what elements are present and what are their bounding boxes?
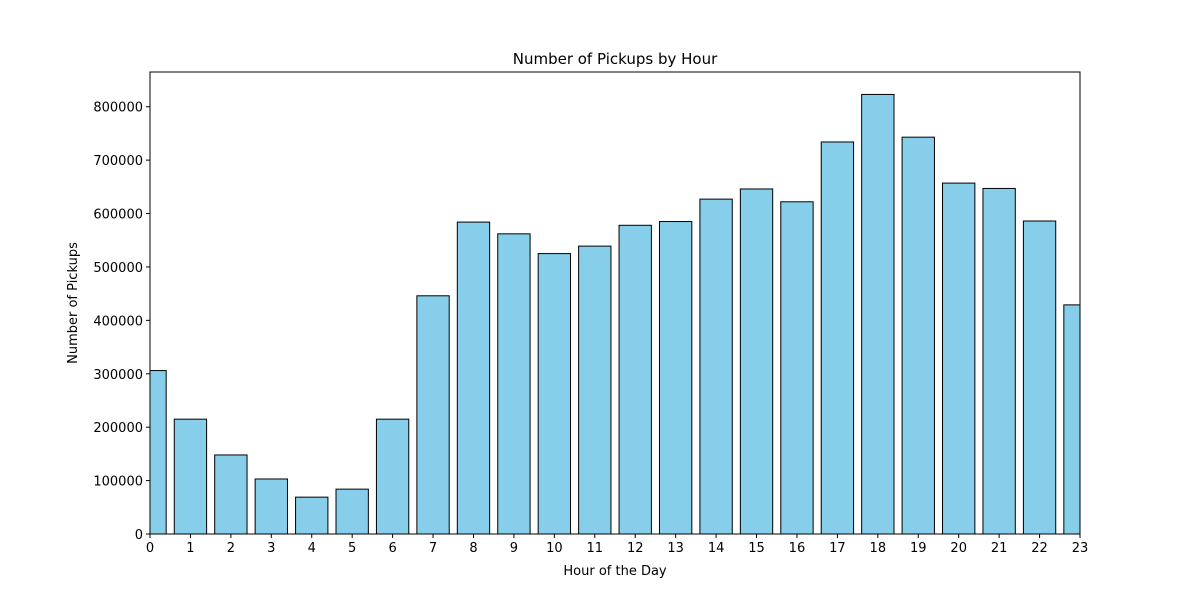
y-tick-label: 500000 [93,261,143,276]
x-tick-label: 9 [510,541,518,556]
x-tick-label: 17 [829,541,846,556]
chart-title: Number of Pickups by Hour [513,50,718,68]
bars-group [149,93,1081,535]
bar-hour-7 [416,295,450,535]
x-tick-label: 7 [429,541,437,556]
bar-hour-22 [1022,220,1057,535]
bar-hour-18 [861,93,895,535]
y-axis-label: Number of Pickups [66,242,81,364]
x-tick-label: 2 [227,541,235,556]
y-tick-label: 600000 [93,208,143,223]
bar-hour-12 [618,224,652,535]
x-tick-label: 21 [991,541,1008,556]
x-tick-label: 3 [267,541,275,556]
plot-frame [149,71,1081,535]
x-tick-label: 4 [308,541,316,556]
bar-hour-10 [537,253,572,535]
bar-hour-1 [173,418,208,535]
bar-hour-20 [942,182,976,535]
x-tick-label: 5 [348,541,356,556]
x-tick-label: 16 [789,541,806,556]
x-tick-label: 12 [627,541,644,556]
bar-hour-15 [739,188,774,535]
y-tick-label: 300000 [93,368,143,383]
x-tick-label: 10 [546,541,563,556]
x-tick-label: 15 [748,541,765,556]
x-axis-ticks: 0 1 2 3 4 5 6 7 8 9 10 11 12 13 14 15 16 17 18 19 20 21 22 23 [146,534,1088,556]
x-tick-label: 14 [708,541,725,556]
bar-hour-19 [901,136,935,535]
y-tick-label: 800000 [93,101,143,116]
x-tick-label: 19 [910,541,927,556]
y-tick-label: 400000 [93,314,143,329]
bar-hour-21 [982,187,1016,535]
x-tick-label: 18 [870,541,887,556]
x-tick-label: 1 [186,541,194,556]
bar-hour-23 [1063,304,1081,535]
bar-hour-5 [335,488,369,535]
y-tick-label: 200000 [93,421,143,436]
bar-hour-3 [254,478,288,535]
x-tick-label: 11 [587,541,604,556]
x-tick-label: 20 [950,541,967,556]
bar-hour-4 [295,496,329,535]
x-tick-label: 13 [667,541,684,556]
x-tick-label: 8 [469,541,477,556]
y-tick-label: 700000 [93,154,143,169]
y-axis-ticks: 0 100000 200000 300000 400000 500000 600000 700… [93,101,150,543]
bar-hour-17 [820,141,855,535]
bar-hour-16 [780,201,814,535]
x-axis-label: Hour of the Day [563,564,667,579]
bar-hour-9 [497,233,531,535]
bar-hour-0 [149,370,167,535]
y-tick-label: 0 [135,528,143,543]
bar-hour-13 [658,221,693,535]
bar-hour-8 [456,221,491,535]
x-tick-label: 6 [388,541,396,556]
bar-hour-14 [699,198,733,535]
bar-hour-2 [214,454,248,535]
x-tick-label: 22 [1031,541,1048,556]
x-tick-label: 0 [146,541,154,556]
bar-hour-11 [578,245,612,535]
y-tick-label: 100000 [93,475,143,490]
bar-hour-6 [375,418,410,535]
x-tick-label: 23 [1072,541,1089,556]
